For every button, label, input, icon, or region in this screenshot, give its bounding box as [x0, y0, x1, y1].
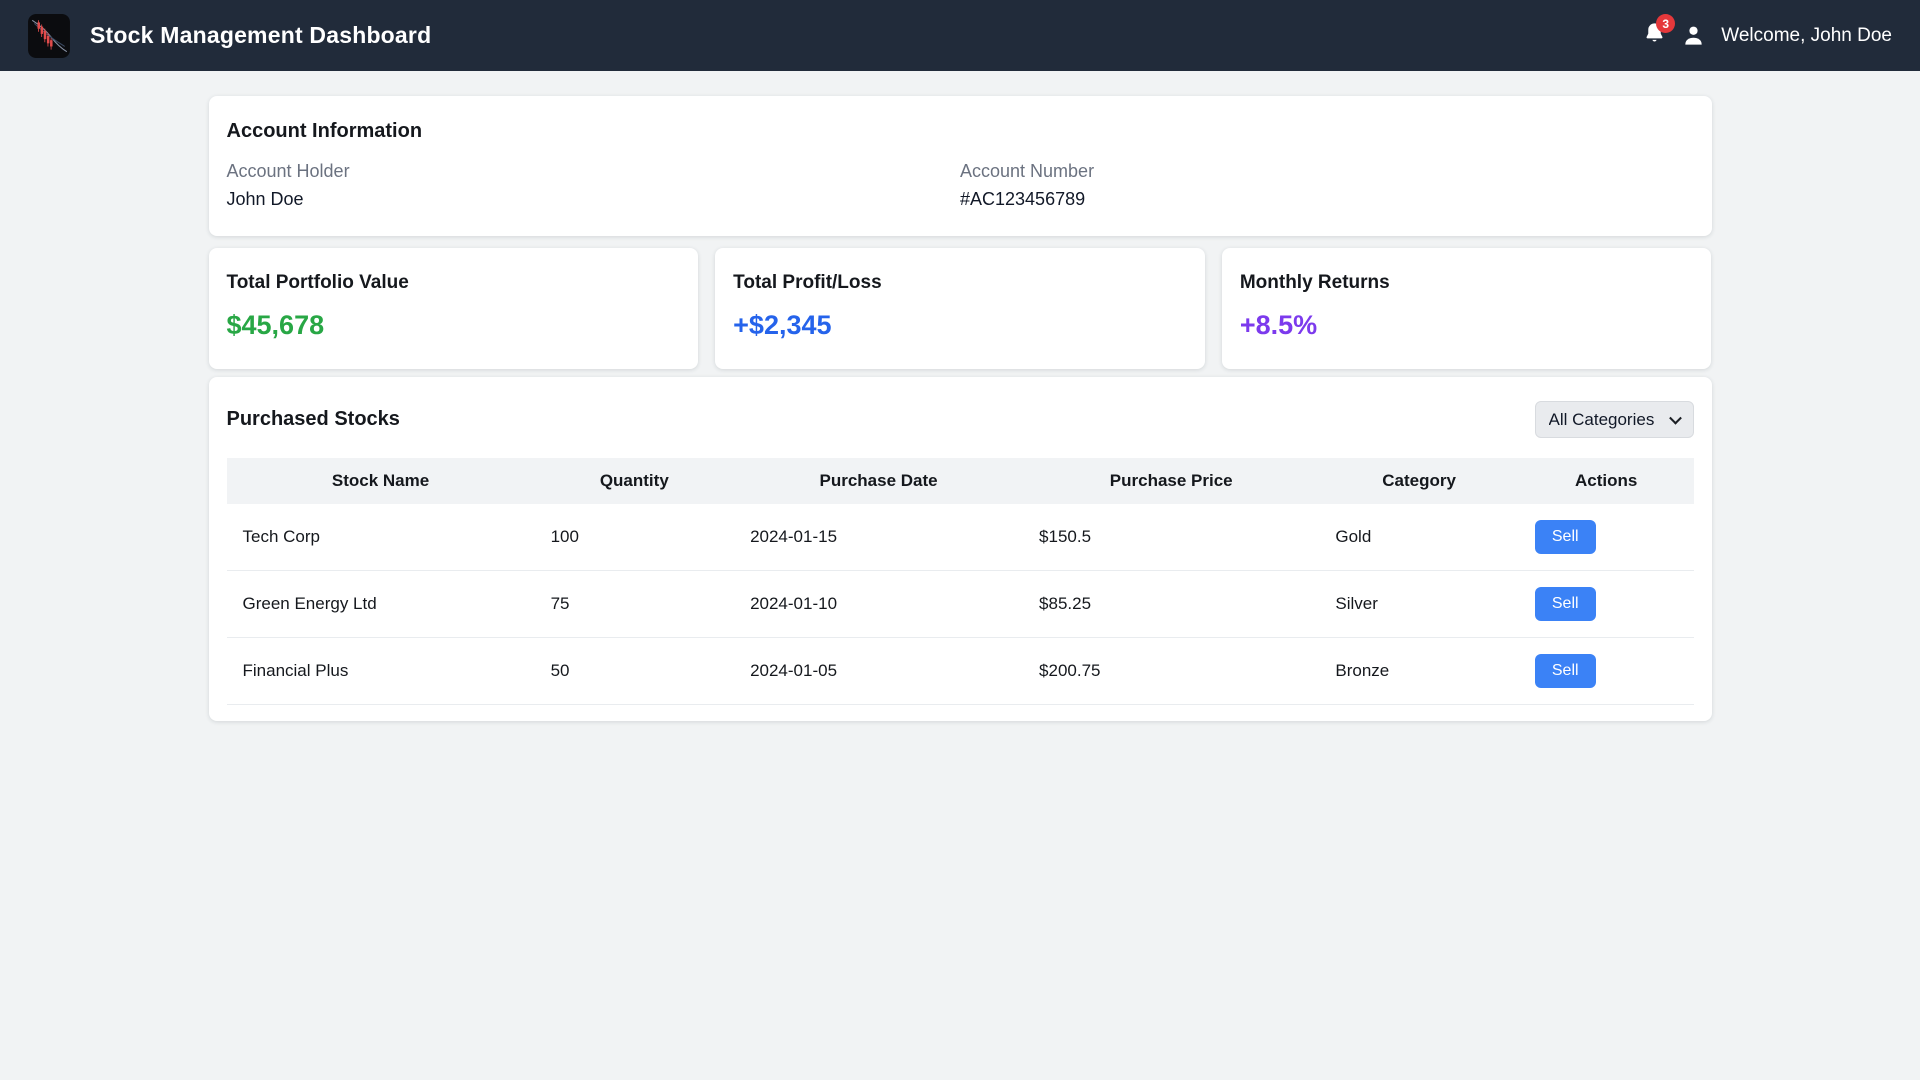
app-logo — [28, 13, 70, 58]
notifications-button[interactable]: 3 — [1643, 14, 1676, 50]
sell-button[interactable]: Sell — [1534, 587, 1596, 621]
cell-purchase-price: $150.5 — [1023, 504, 1320, 571]
cell-purchase-price: $85.25 — [1023, 570, 1320, 638]
cell-category: Bronze — [1319, 637, 1519, 705]
purchased-stocks-title: Purchased Stocks — [226, 408, 400, 430]
col-quantity: Quantity — [599, 471, 669, 490]
sell-button[interactable]: Sell — [1534, 654, 1596, 688]
stat-value: $45,678 — [226, 310, 325, 340]
stat-card-portfolio-value: Total Portfolio Value $45,678 — [208, 248, 699, 369]
account-information-card: Account Information Account Holder John … — [208, 96, 1712, 236]
cell-quantity: 75 — [534, 570, 735, 638]
cell-category: Gold — [1319, 504, 1519, 571]
app-header: Stock Management Dashboard 3 Welcome, Jo… — [0, 0, 1920, 71]
col-actions: Actions — [1575, 471, 1638, 490]
account-holder-label: Account Holder — [226, 161, 350, 181]
stat-label: Monthly Returns — [1239, 272, 1390, 293]
cell-purchase-date: 2024-01-15 — [734, 504, 1024, 571]
cell-actions: Sell — [1518, 637, 1694, 705]
col-purchase-date: Purchase Date — [819, 471, 938, 490]
account-grid: Account Holder John Doe Account Number #… — [227, 161, 1694, 210]
stocks-header: Purchased Stocks All Categories — [227, 401, 1694, 438]
cell-actions: Sell — [1518, 570, 1694, 638]
account-holder-field: Account Holder John Doe — [227, 161, 961, 210]
account-holder-value: John Doe — [226, 189, 304, 209]
account-information-title: Account Information — [226, 120, 423, 142]
col-purchase-price: Purchase Price — [1109, 471, 1233, 490]
col-stock-name: Stock Name — [331, 471, 430, 490]
table-row: Financial Plus 50 2024-01-05 $200.75 Bro… — [226, 637, 1694, 705]
stat-value: +8.5% — [1239, 310, 1318, 340]
header-left: Stock Management Dashboard — [28, 13, 432, 58]
stat-card-profit-loss: Total Profit/Loss +$2,345 — [715, 248, 1205, 369]
cell-stock-name: Tech Corp — [226, 504, 535, 571]
table-header-row: Stock Name Quantity Purchase Date Purcha… — [226, 458, 1694, 504]
notification-badge: 3 — [1656, 14, 1676, 33]
stats-row: Total Portfolio Value $45,678 Total Prof… — [208, 248, 1712, 369]
stocks-table: Stock Name Quantity Purchase Date Purcha… — [226, 458, 1694, 705]
purchased-stocks-card: Purchased Stocks All Categories Stock Na… — [208, 377, 1712, 721]
cell-purchase-date: 2024-01-10 — [734, 570, 1024, 638]
page-title: Stock Management Dashboard — [90, 22, 432, 48]
user-icon — [1685, 26, 1702, 45]
cell-purchase-price: $200.75 — [1023, 637, 1320, 705]
stock-chart-logo-image — [28, 13, 70, 58]
col-category: Category — [1382, 471, 1456, 490]
account-number-label: Account Number — [960, 161, 1095, 181]
category-filter-wrap: All Categories — [1534, 401, 1694, 438]
cell-actions: Sell — [1518, 504, 1694, 571]
header-right: 3 Welcome, John Doe — [1643, 14, 1892, 50]
welcome-text: Welcome, John Doe — [1721, 24, 1892, 46]
main-content: Account Information Account Holder John … — [208, 71, 1712, 721]
sell-button[interactable]: Sell — [1534, 520, 1596, 554]
stat-label: Total Portfolio Value — [226, 272, 409, 293]
cell-category: Silver — [1319, 570, 1519, 638]
stat-value: +$2,345 — [733, 310, 832, 340]
table-row: Tech Corp 100 2024-01-15 $150.5 Gold Sel… — [226, 504, 1694, 571]
account-number-field: Account Number #AC123456789 — [960, 161, 1694, 210]
cell-quantity: 50 — [534, 637, 735, 705]
cell-purchase-date: 2024-01-05 — [734, 637, 1024, 705]
account-number-value: #AC123456789 — [960, 189, 1086, 209]
stat-card-monthly-returns: Monthly Returns +8.5% — [1221, 248, 1712, 369]
category-filter-select[interactable]: All Categories — [1534, 401, 1694, 438]
cell-stock-name: Green Energy Ltd — [226, 570, 535, 638]
cell-quantity: 100 — [534, 504, 735, 571]
stat-label: Total Profit/Loss — [733, 272, 882, 293]
cell-stock-name: Financial Plus — [226, 637, 535, 705]
table-row: Green Energy Ltd 75 2024-01-10 $85.25 Si… — [226, 570, 1694, 638]
